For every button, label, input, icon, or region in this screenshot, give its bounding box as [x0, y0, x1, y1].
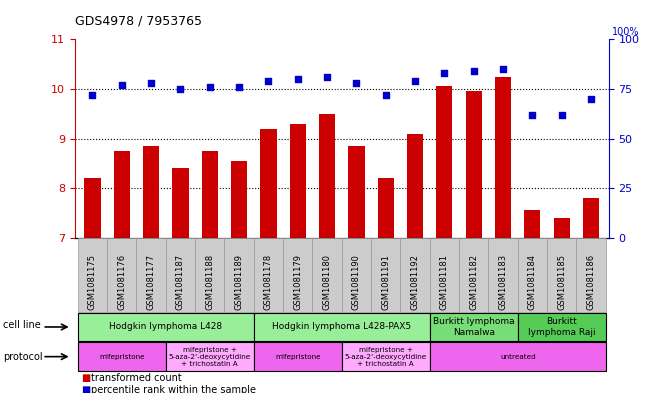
Point [381, 92, 391, 98]
Point [292, 76, 303, 82]
Text: Hodgkin lymphoma L428: Hodgkin lymphoma L428 [109, 323, 223, 331]
Text: mifepristone: mifepristone [275, 354, 320, 360]
Point [469, 68, 479, 74]
Text: mifepristone +
5-aza-2'-deoxycytidine
+ trichostatin A: mifepristone + 5-aza-2'-deoxycytidine + … [344, 347, 427, 367]
Point [439, 70, 450, 76]
Text: Burkitt lymphoma
Namalwa: Burkitt lymphoma Namalwa [433, 317, 514, 337]
Text: 100%: 100% [612, 28, 639, 37]
Bar [524, 211, 540, 238]
Bar [85, 178, 100, 238]
Point [87, 92, 98, 98]
Text: GSM1081192: GSM1081192 [411, 255, 420, 310]
Point [410, 78, 421, 84]
Bar [260, 129, 277, 238]
Text: GSM1081191: GSM1081191 [381, 255, 390, 310]
Text: ■: ■ [81, 385, 90, 393]
Bar [290, 124, 306, 238]
Point [527, 112, 538, 118]
Point [263, 78, 273, 84]
Text: GSM1081186: GSM1081186 [587, 254, 596, 310]
Text: transformed count: transformed count [91, 373, 182, 383]
Text: Burkitt
lymphoma Raji: Burkitt lymphoma Raji [528, 317, 596, 337]
Bar [407, 134, 423, 238]
Text: GSM1081189: GSM1081189 [234, 255, 243, 310]
Text: GSM1081179: GSM1081179 [294, 255, 302, 310]
Point [204, 84, 215, 90]
Bar [554, 218, 570, 238]
Text: GSM1081181: GSM1081181 [440, 255, 449, 310]
Text: GSM1081182: GSM1081182 [469, 255, 478, 310]
Bar [202, 151, 218, 238]
Text: mifepristone +
5-aza-2'-deoxycytidine
+ trichostatin A: mifepristone + 5-aza-2'-deoxycytidine + … [169, 347, 251, 367]
Text: mifepristone: mifepristone [99, 354, 145, 360]
Text: GSM1081184: GSM1081184 [528, 255, 537, 310]
Text: GSM1081180: GSM1081180 [323, 255, 331, 310]
Text: protocol: protocol [3, 352, 43, 362]
Bar [114, 151, 130, 238]
Point [557, 112, 567, 118]
Text: Hodgkin lymphoma L428-PAX5: Hodgkin lymphoma L428-PAX5 [272, 323, 411, 331]
Bar [173, 168, 189, 238]
Point [498, 66, 508, 72]
Point [352, 80, 362, 86]
Text: GSM1081190: GSM1081190 [352, 255, 361, 310]
Text: GSM1081185: GSM1081185 [557, 255, 566, 310]
Text: GSM1081178: GSM1081178 [264, 254, 273, 310]
Bar [583, 198, 599, 238]
Text: ■: ■ [81, 373, 90, 383]
Text: percentile rank within the sample: percentile rank within the sample [91, 385, 256, 393]
Text: untreated: untreated [500, 354, 536, 360]
Bar [231, 161, 247, 238]
Text: GSM1081183: GSM1081183 [499, 254, 508, 310]
Bar [436, 86, 452, 238]
Point [234, 84, 244, 90]
Point [322, 74, 332, 80]
Text: GSM1081176: GSM1081176 [117, 254, 126, 310]
Bar [378, 178, 394, 238]
Point [586, 95, 596, 102]
Text: GSM1081175: GSM1081175 [88, 255, 97, 310]
Bar [143, 146, 159, 238]
Bar [348, 146, 365, 238]
Text: GSM1081177: GSM1081177 [146, 254, 156, 310]
Bar [319, 114, 335, 238]
Point [146, 80, 156, 86]
Point [175, 86, 186, 92]
Bar [465, 92, 482, 238]
Bar [495, 77, 511, 238]
Text: cell line: cell line [3, 320, 41, 330]
Text: GSM1081188: GSM1081188 [205, 254, 214, 310]
Point [117, 82, 127, 88]
Text: GDS4978 / 7953765: GDS4978 / 7953765 [75, 15, 202, 28]
Text: GSM1081187: GSM1081187 [176, 254, 185, 310]
